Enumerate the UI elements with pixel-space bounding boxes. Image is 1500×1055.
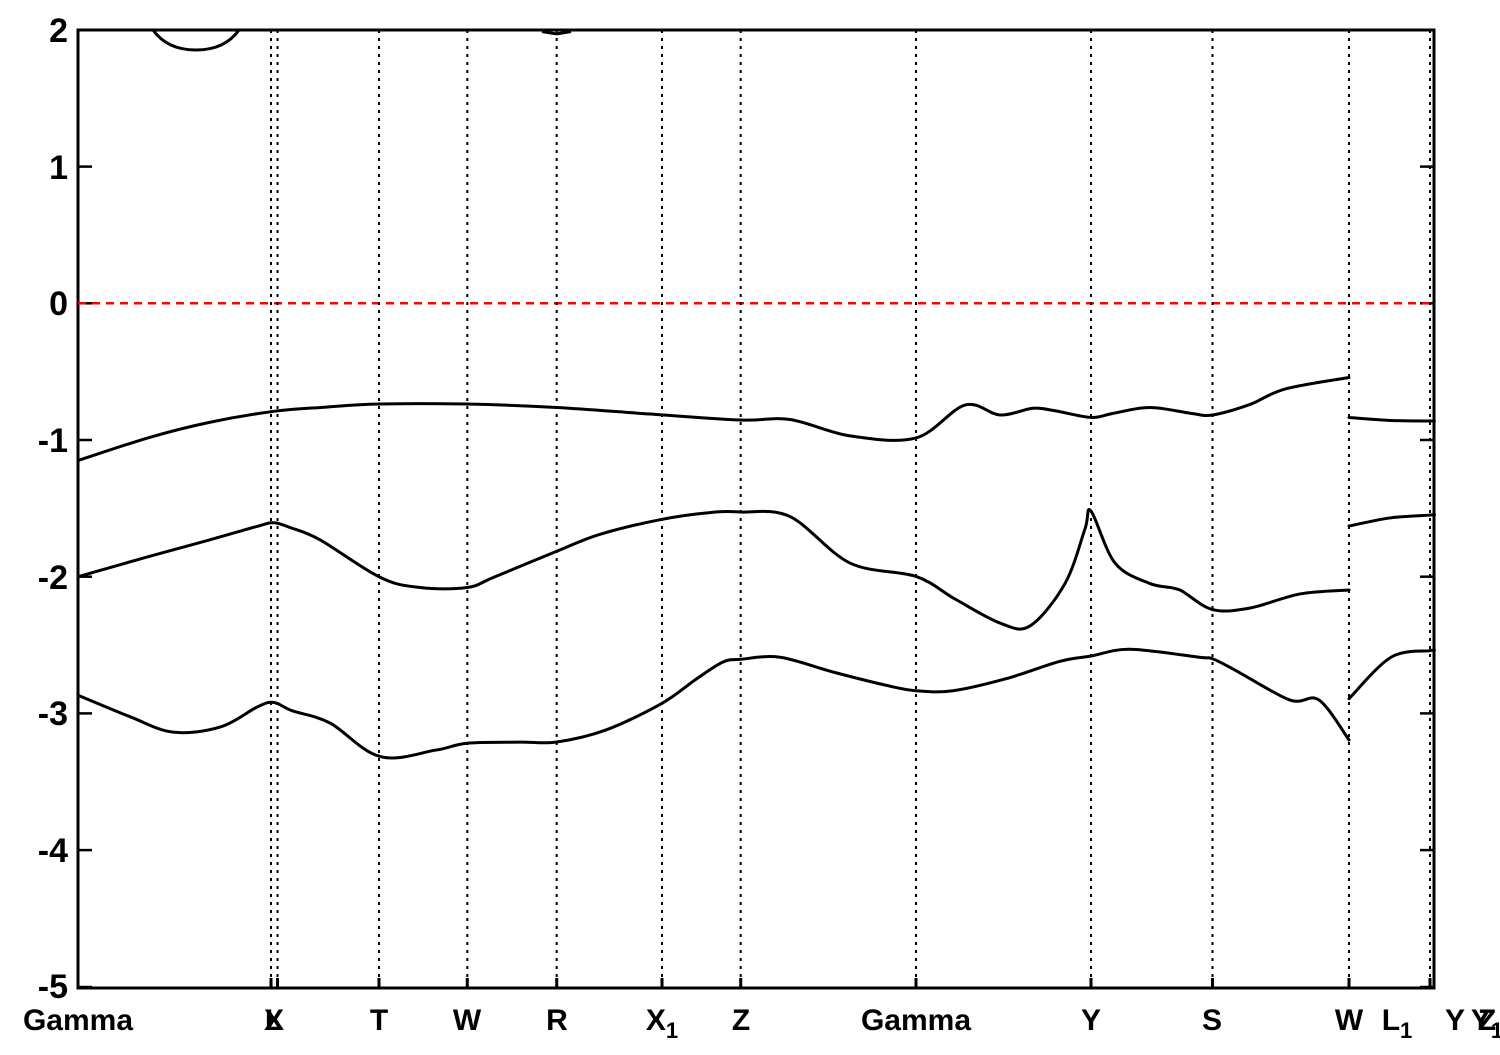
svg-text:T: T xyxy=(370,1004,388,1037)
svg-text:L: L xyxy=(265,1004,283,1037)
svg-text:1: 1 xyxy=(49,149,68,187)
svg-text:Gamma: Gamma xyxy=(23,1004,133,1037)
svg-text:Gamma: Gamma xyxy=(861,1004,971,1037)
svg-text:W: W xyxy=(1335,1004,1364,1037)
svg-text:Y: Y xyxy=(1081,1004,1101,1037)
svg-text:-1: -1 xyxy=(38,422,68,460)
svg-text:2: 2 xyxy=(49,12,68,50)
svg-text:-3: -3 xyxy=(38,695,68,733)
svg-text:R: R xyxy=(546,1004,568,1037)
svg-text:-4: -4 xyxy=(38,832,68,870)
svg-text:Z: Z xyxy=(732,1004,750,1037)
svg-text:Y: Y xyxy=(1445,1004,1465,1037)
svg-text:W: W xyxy=(453,1004,482,1037)
svg-text:-5: -5 xyxy=(38,968,68,1006)
svg-text:S: S xyxy=(1202,1004,1222,1037)
svg-text:0: 0 xyxy=(49,285,68,323)
svg-text:-2: -2 xyxy=(38,559,68,597)
